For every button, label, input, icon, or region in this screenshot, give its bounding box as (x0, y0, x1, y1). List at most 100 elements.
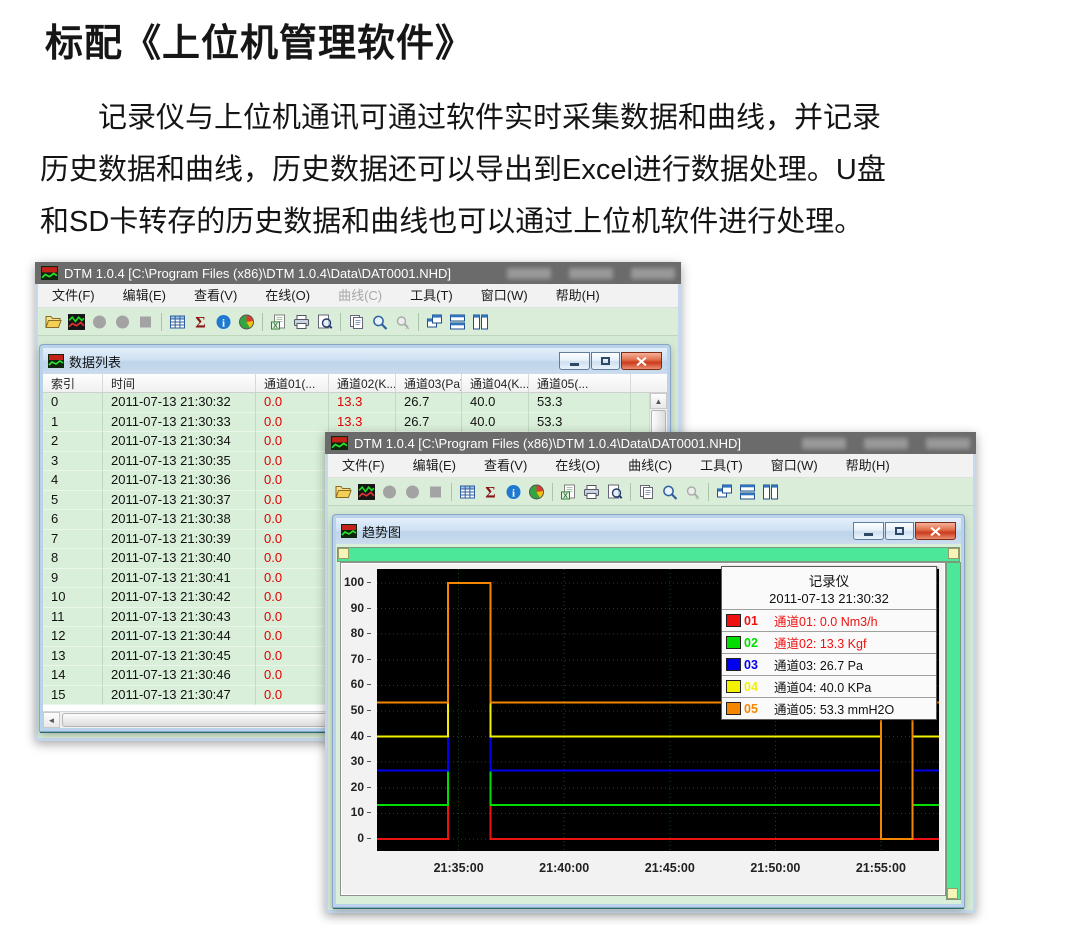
column-header[interactable]: 通道01(... (256, 374, 329, 392)
menu-item[interactable]: 在线(O) (265, 288, 311, 303)
open-file-icon[interactable] (42, 311, 65, 333)
maximize-button[interactable] (885, 522, 914, 540)
table-row[interactable]: 0 2011-07-13 21:30:32 0.0 13.3 26.7 40.0 53.3 (43, 393, 667, 413)
menu-item[interactable]: 查看(V) (193, 288, 238, 303)
trend-title: 趋势图 (362, 524, 402, 540)
print-icon[interactable] (580, 481, 603, 503)
record-b-icon[interactable] (401, 481, 424, 503)
y-tick-label: 40 (341, 729, 371, 743)
copy-icon[interactable] (345, 311, 368, 333)
scrollbar-end-cap[interactable] (947, 888, 958, 899)
column-header[interactable]: 索引 (43, 374, 103, 392)
record-a-icon[interactable] (88, 311, 111, 333)
window-titlebar[interactable]: DTM 1.0.4 [C:\Program Files (x86)\DTM 1.… (35, 262, 681, 284)
zoom-search-icon[interactable] (368, 311, 391, 333)
copy-icon[interactable] (635, 481, 658, 503)
column-header[interactable]: 通道05(... (529, 374, 631, 392)
scrollbar-end-cap[interactable] (948, 548, 959, 559)
menu-item[interactable]: 窗口(W) (770, 458, 818, 473)
export-excel-icon[interactable]: X (267, 311, 290, 333)
table-row[interactable]: 1 2011-07-13 21:30:33 0.0 13.3 26.7 40.0 53.3 (43, 412, 667, 432)
pie-chart-icon[interactable] (235, 311, 258, 333)
menu-item[interactable]: 编辑(E) (412, 458, 456, 473)
zoom-locked-icon[interactable] (391, 311, 414, 333)
open-file-icon[interactable] (332, 481, 355, 503)
table-cell: 5 (43, 490, 103, 510)
close-button[interactable] (621, 352, 662, 370)
trend-view-icon[interactable] (65, 311, 88, 333)
maximize-button[interactable] (591, 352, 620, 370)
table-cell: 2011-07-13 21:30:39 (103, 529, 256, 549)
table-cell: 13 (43, 646, 103, 666)
x-tick-label: 21:35:00 (433, 861, 484, 875)
close-button[interactable] (915, 522, 956, 540)
minimize-button[interactable] (559, 352, 590, 370)
toolbar-separator (340, 312, 341, 331)
info-icon[interactable]: i (502, 481, 525, 503)
time-pan-scrollbar[interactable] (337, 547, 960, 562)
legend-channel-label: 通道04: 40.0 KPa (774, 681, 872, 695)
cascade-windows-icon[interactable] (423, 311, 446, 333)
menu-item[interactable]: 在线(O) (555, 458, 601, 473)
legend-channel-number: 04 (744, 679, 758, 694)
y-tick-label: 20 (341, 780, 371, 794)
table-cell: 0.0 (256, 393, 329, 413)
statistics-sigma-icon[interactable]: Σ (479, 481, 502, 503)
print-icon[interactable] (290, 311, 313, 333)
column-header[interactable]: 通道02(K... (329, 374, 396, 392)
data-grid-icon[interactable] (166, 311, 189, 333)
menu-item[interactable]: 文件(F) (342, 458, 385, 473)
table-cell: 2011-07-13 21:30:38 (103, 510, 256, 530)
minimize-button[interactable] (853, 522, 884, 540)
scrollbar-end-cap[interactable] (338, 548, 349, 559)
tile-vertical-icon[interactable] (759, 481, 782, 503)
tile-horizontal-icon[interactable] (736, 481, 759, 503)
chart-legend: 记录仪 2011-07-13 21:30:32 01 通道01: 0.0 Nm3/… (721, 566, 937, 720)
table-cell: 2011-07-13 21:30:42 (103, 588, 256, 608)
table-cell: 3 (43, 451, 103, 471)
export-excel-icon[interactable]: X (557, 481, 580, 503)
stop-icon[interactable] (134, 311, 157, 333)
trend-view-icon[interactable] (355, 481, 378, 503)
menu-item[interactable]: 窗口(W) (480, 288, 528, 303)
menu-item[interactable]: 帮助(H) (845, 458, 890, 473)
data-list-titlebar[interactable]: 数据列表 (43, 348, 667, 374)
record-a-icon[interactable] (378, 481, 401, 503)
value-pan-scrollbar[interactable] (946, 562, 961, 900)
zoom-search-icon[interactable] (658, 481, 681, 503)
menu-item[interactable]: 查看(V) (483, 458, 528, 473)
cascade-windows-icon[interactable] (713, 481, 736, 503)
menu-item[interactable]: 工具(T) (410, 288, 453, 303)
window-titlebar[interactable]: DTM 1.0.4 [C:\Program Files (x86)\DTM 1.… (325, 432, 976, 454)
info-icon[interactable]: i (212, 311, 235, 333)
tile-vertical-icon[interactable] (469, 311, 492, 333)
column-header[interactable]: 时间 (103, 374, 256, 392)
paragraph-line: 历史数据和曲线，历史数据还可以导出到Excel进行数据处理。U盘 (40, 154, 886, 186)
tile-horizontal-icon[interactable] (446, 311, 469, 333)
menu-item[interactable]: 编辑(E) (122, 288, 166, 303)
menu-item[interactable]: 帮助(H) (555, 288, 600, 303)
statistics-sigma-icon[interactable]: Σ (189, 311, 212, 333)
scroll-up-button[interactable]: ▲ (650, 393, 667, 409)
x-tick-label: 21:40:00 (539, 861, 590, 875)
record-b-icon[interactable] (111, 311, 134, 333)
table-cell: 2011-07-13 21:30:41 (103, 568, 256, 588)
print-preview-icon[interactable] (603, 481, 626, 503)
svg-text:Σ: Σ (485, 484, 495, 500)
column-header[interactable]: 通道04(K... (462, 374, 529, 392)
data-grid-icon[interactable] (456, 481, 479, 503)
print-preview-icon[interactable] (313, 311, 336, 333)
menu-item[interactable]: 曲线(C) (628, 458, 673, 473)
stop-icon[interactable] (424, 481, 447, 503)
zoom-locked-icon[interactable] (681, 481, 704, 503)
column-header[interactable]: 通道03(Pa) (396, 374, 462, 392)
menu-item[interactable]: 曲线(C) (338, 288, 383, 303)
titlebar-blurred-buttons (802, 437, 970, 449)
pie-chart-icon[interactable] (525, 481, 548, 503)
menu-item[interactable]: 文件(F) (52, 288, 95, 303)
data-list-title: 数据列表 (69, 354, 122, 370)
scroll-left-button[interactable]: ◄ (43, 712, 60, 728)
trend-titlebar[interactable]: 趋势图 (336, 518, 961, 544)
menu-item[interactable]: 工具(T) (700, 458, 743, 473)
